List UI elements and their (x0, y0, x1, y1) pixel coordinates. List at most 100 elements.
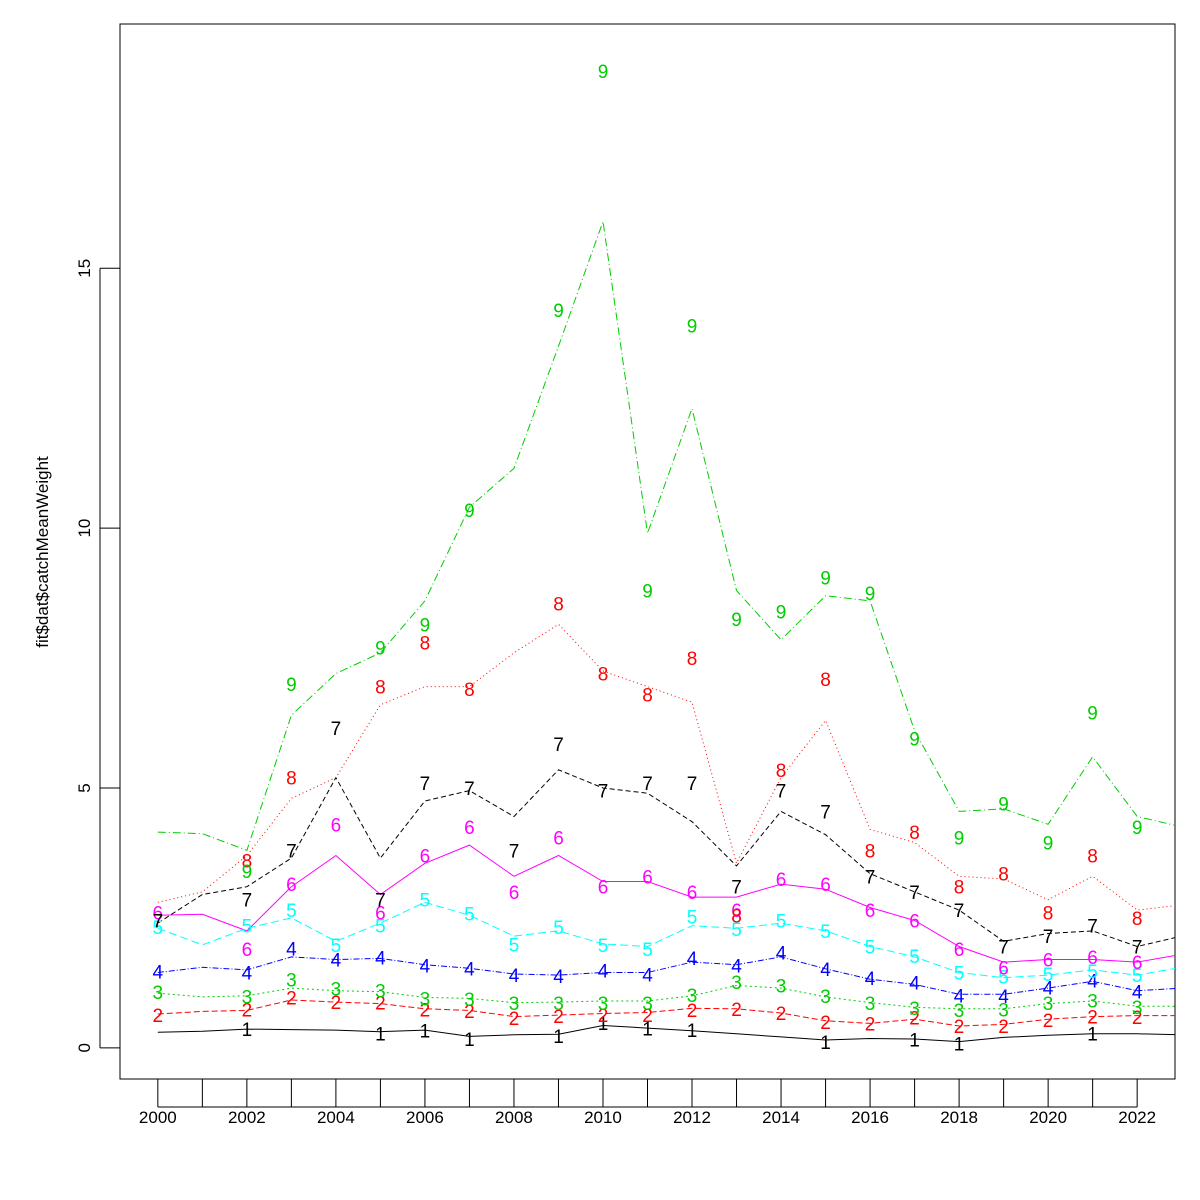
point-label-7-2019: 7 (998, 938, 1009, 959)
point-label-9-2005: 9 (375, 639, 386, 660)
point-label-3-2009: 3 (553, 994, 564, 1015)
point-label-7-2018: 7 (954, 901, 965, 922)
point-label-9-2016: 9 (865, 584, 876, 605)
point-label-2-2013: 2 (731, 1000, 742, 1021)
point-label-7-2015: 7 (820, 802, 831, 823)
point-label-4-2015: 4 (820, 960, 831, 981)
point-label-7-2022: 7 (1132, 938, 1143, 959)
point-label-8-2013: 8 (731, 906, 742, 927)
x-tick-label: 2020 (1029, 1108, 1067, 1127)
point-label-1-2009: 1 (553, 1027, 564, 1048)
x-tick-label: 2018 (940, 1108, 978, 1127)
point-label-9-2021: 9 (1087, 704, 1098, 725)
point-label-8-2019: 8 (998, 865, 1009, 886)
point-label-2-2022: 2 (1132, 1008, 1143, 1029)
point-label-3-2007: 3 (464, 990, 475, 1011)
point-label-9-2014: 9 (776, 602, 787, 623)
point-label-7-2006: 7 (420, 774, 431, 795)
series-line-7 (157, 769, 1175, 948)
point-label-2-2012: 2 (687, 1001, 698, 1022)
point-label-6-2017: 6 (909, 912, 920, 933)
point-label-4-2022: 4 (1132, 983, 1143, 1004)
x-tick-label: 2014 (762, 1108, 800, 1127)
point-label-2-2017: 2 (909, 1009, 920, 1030)
point-label-8-2012: 8 (687, 649, 698, 670)
y-tick-label: 0 (75, 1043, 94, 1052)
point-label-7-2005: 7 (375, 891, 386, 912)
point-label-7-2007: 7 (464, 779, 475, 800)
point-label-5-2004: 5 (331, 936, 342, 957)
point-label-3-2011: 3 (642, 994, 653, 1015)
point-label-2-2009: 2 (553, 1007, 564, 1028)
point-label-5-2011: 5 (642, 940, 653, 961)
point-label-9-2003: 9 (286, 675, 297, 696)
point-label-7-2010: 7 (598, 782, 609, 803)
x-tick-label: 2012 (673, 1108, 711, 1127)
point-label-7-2000: 7 (153, 912, 164, 933)
point-label-6-2016: 6 (865, 901, 876, 922)
point-label-3-2020: 3 (1043, 994, 1054, 1015)
point-label-3-2012: 3 (687, 986, 698, 1007)
point-label-6-2020: 6 (1043, 951, 1054, 972)
point-label-9-2015: 9 (820, 569, 831, 590)
point-label-2-2011: 2 (642, 1006, 653, 1027)
y-axis: 0 5 10 15 (75, 259, 120, 1053)
point-label-5-2022: 5 (1132, 966, 1143, 987)
point-label-4-2016: 4 (865, 969, 876, 990)
point-label-3-2021: 3 (1087, 992, 1098, 1013)
point-label-8-2011: 8 (642, 685, 653, 706)
point-label-8-2015: 8 (820, 670, 831, 691)
point-label-9-2002: 9 (242, 862, 253, 883)
point-label-1-2011: 1 (642, 1020, 653, 1041)
point-label-7-2021: 7 (1087, 917, 1098, 938)
x-axis: 2000 2002 2004 2006 2008 2010 2012 2014 2016 2018… (139, 1079, 1156, 1127)
series-line-9 (157, 221, 1175, 851)
point-label-5-2013: 5 (731, 920, 742, 941)
point-label-6-2011: 6 (642, 867, 653, 888)
point-label-8-2018: 8 (954, 878, 965, 899)
point-label-5-2015: 5 (820, 922, 831, 943)
point-label-8-2009: 8 (553, 595, 564, 616)
point-label-7-2004: 7 (331, 719, 342, 740)
point-label-3-2017: 3 (909, 999, 920, 1020)
point-label-3-2019: 3 (998, 1000, 1009, 1021)
point-label-5-2019: 5 (998, 968, 1009, 989)
point-label-5-2005: 5 (375, 917, 386, 938)
point-label-4-2006: 4 (420, 957, 431, 978)
series-lines (157, 221, 1175, 1043)
point-label-8-2020: 8 (1043, 904, 1054, 925)
point-label-6-2006: 6 (420, 847, 431, 868)
y-tick-label: 15 (75, 259, 94, 278)
point-labels: 1 1 1 1 11 1 11 1 1 12 22 2 2 2 2 2 2 2 2 2 2 2 2 2 2 2 2 2 2 23 33 3 3 3… (153, 62, 1143, 1056)
point-label-6-2015: 6 (820, 875, 831, 896)
point-label-2-2003: 2 (286, 988, 297, 1009)
point-label-4-2021: 4 (1087, 971, 1098, 992)
point-label-5-2020: 5 (1043, 965, 1054, 986)
point-label-7-2003: 7 (286, 841, 297, 862)
point-label-7-2011: 7 (642, 774, 653, 795)
point-label-2-2004: 2 (331, 993, 342, 1014)
point-label-3-2013: 3 (731, 973, 742, 994)
point-label-6-2005: 6 (375, 904, 386, 925)
point-label-7-2016: 7 (865, 867, 876, 888)
point-label-6-2008: 6 (509, 883, 520, 904)
point-label-8-2006: 8 (420, 633, 431, 654)
point-label-5-2008: 5 (509, 935, 520, 956)
point-label-4-2011: 4 (642, 966, 653, 987)
point-label-5-2014: 5 (776, 912, 787, 933)
point-label-6-2000: 6 (153, 904, 164, 925)
point-label-5-2002: 5 (242, 917, 253, 938)
x-tick-label: 2002 (228, 1108, 266, 1127)
point-label-6-2010: 6 (598, 878, 609, 899)
point-label-2-2014: 2 (776, 1004, 787, 1025)
point-label-3-2005: 3 (375, 982, 386, 1003)
point-label-3-2006: 3 (420, 989, 431, 1010)
point-label-3-2003: 3 (286, 971, 297, 992)
point-label-7-2012: 7 (687, 774, 698, 795)
point-label-6-2003: 6 (286, 875, 297, 896)
point-label-4-2004: 4 (331, 951, 342, 972)
point-label-9-2017: 9 (909, 730, 920, 751)
point-label-1-2015: 1 (820, 1033, 831, 1054)
x-tick-label: 2022 (1118, 1108, 1156, 1127)
